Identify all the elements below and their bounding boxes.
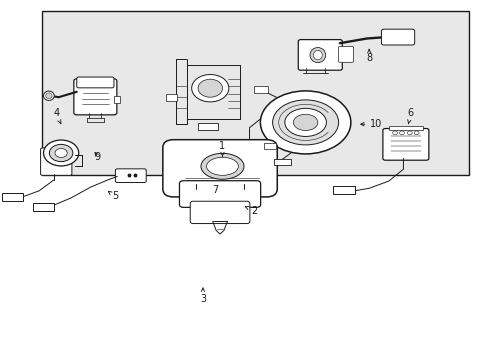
FancyBboxPatch shape [298, 40, 342, 70]
Text: 7: 7 [212, 185, 218, 195]
Circle shape [407, 131, 411, 135]
Text: 5: 5 [108, 191, 118, 201]
FancyBboxPatch shape [115, 169, 146, 183]
FancyBboxPatch shape [382, 129, 428, 160]
Ellipse shape [309, 48, 325, 63]
FancyBboxPatch shape [338, 46, 353, 62]
Ellipse shape [272, 100, 338, 145]
Text: 4: 4 [53, 108, 61, 124]
Bar [254, 86, 267, 93]
Ellipse shape [201, 153, 244, 179]
Text: 10: 10 [360, 119, 382, 129]
Ellipse shape [260, 91, 350, 154]
FancyBboxPatch shape [190, 201, 249, 224]
Bar [333, 186, 354, 194]
Ellipse shape [49, 144, 73, 162]
Text: 8: 8 [366, 49, 371, 63]
Ellipse shape [284, 108, 325, 136]
Text: 3: 3 [200, 288, 205, 304]
Circle shape [413, 131, 418, 135]
FancyBboxPatch shape [163, 140, 277, 197]
Bar [388, 126, 422, 130]
FancyBboxPatch shape [381, 29, 414, 45]
Ellipse shape [45, 93, 52, 99]
Ellipse shape [206, 157, 238, 175]
Text: 2: 2 [245, 206, 257, 216]
Text: 9: 9 [95, 152, 101, 162]
FancyBboxPatch shape [179, 181, 260, 207]
Ellipse shape [43, 91, 54, 100]
Bar [264, 143, 276, 149]
Ellipse shape [43, 140, 79, 166]
Bar [41, 11, 468, 175]
Bar [166, 94, 177, 101]
Ellipse shape [293, 114, 317, 130]
Bar [2, 193, 23, 201]
Bar [198, 123, 217, 130]
Bar [273, 159, 290, 165]
FancyBboxPatch shape [77, 77, 114, 88]
Text: 1: 1 [219, 141, 225, 156]
FancyBboxPatch shape [41, 148, 72, 175]
Ellipse shape [55, 149, 67, 158]
Circle shape [399, 131, 404, 135]
FancyBboxPatch shape [74, 79, 117, 115]
Circle shape [191, 75, 228, 102]
Text: 6: 6 [407, 108, 413, 124]
Circle shape [198, 79, 222, 97]
Circle shape [392, 131, 397, 135]
Bar [33, 203, 54, 211]
Bar [114, 96, 120, 103]
Ellipse shape [313, 50, 322, 60]
